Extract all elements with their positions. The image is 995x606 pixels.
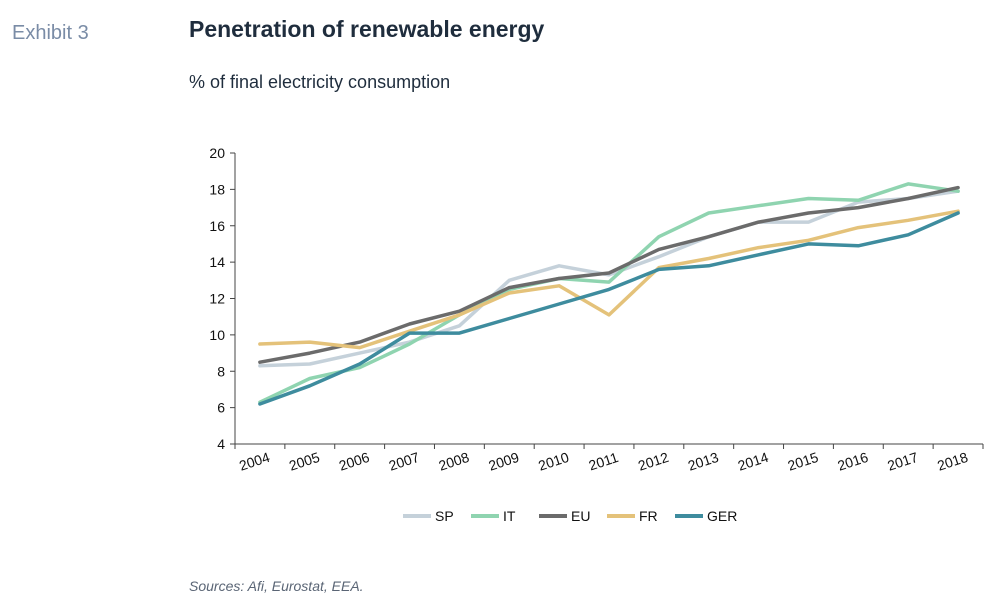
chart-subtitle: % of final electricity consumption bbox=[189, 72, 451, 92]
legend-label-sp: SP bbox=[435, 508, 454, 524]
x-tick-label: 2014 bbox=[736, 449, 771, 474]
series-line-eu bbox=[258, 185, 960, 364]
x-tick-label: 2013 bbox=[686, 449, 721, 474]
y-tick-label: 20 bbox=[209, 145, 225, 161]
exhibit-label: Exhibit 3 bbox=[12, 22, 89, 44]
y-tick-label: 8 bbox=[217, 363, 225, 379]
y-tick-label: 14 bbox=[209, 254, 225, 270]
series-line-it bbox=[258, 182, 960, 404]
x-tick-label: 2018 bbox=[935, 449, 970, 474]
series-lines bbox=[258, 182, 960, 406]
legend-label-eu: EU bbox=[571, 508, 590, 524]
y-tick-label: 10 bbox=[209, 327, 225, 343]
x-tick-label: 2015 bbox=[786, 449, 821, 474]
x-tick-label: 2006 bbox=[337, 449, 372, 474]
x-tick-label: 2004 bbox=[237, 449, 272, 474]
series-line-ger bbox=[258, 211, 960, 406]
y-tick-label: 12 bbox=[209, 291, 225, 307]
series-line-fr bbox=[258, 209, 960, 350]
chart-legend: SP IT EU FR GER bbox=[403, 508, 737, 524]
x-tick-label: 2007 bbox=[387, 449, 422, 474]
y-tick-label: 6 bbox=[217, 400, 225, 416]
x-tick-label: 2012 bbox=[636, 449, 671, 474]
legend-label-ger: GER bbox=[707, 508, 737, 524]
y-tick-label: 18 bbox=[209, 181, 225, 197]
legend-label-fr: FR bbox=[639, 508, 658, 524]
x-tick-label: 2008 bbox=[437, 449, 472, 474]
x-tick-label: 2017 bbox=[885, 449, 920, 474]
x-tick-label: 2016 bbox=[836, 449, 871, 474]
x-tick-label: 2010 bbox=[536, 449, 571, 474]
source-note: Sources: Afi, Eurostat, EEA. bbox=[189, 578, 364, 594]
legend-label-it: IT bbox=[503, 508, 516, 524]
chart-title: Penetration of renewable energy bbox=[189, 16, 545, 42]
x-tick-label: 2009 bbox=[486, 449, 521, 474]
y-tick-label: 16 bbox=[209, 218, 225, 234]
y-tick-label: 4 bbox=[217, 436, 225, 452]
x-tick-label: 2011 bbox=[587, 449, 621, 474]
x-tick-label: 2005 bbox=[287, 449, 322, 474]
